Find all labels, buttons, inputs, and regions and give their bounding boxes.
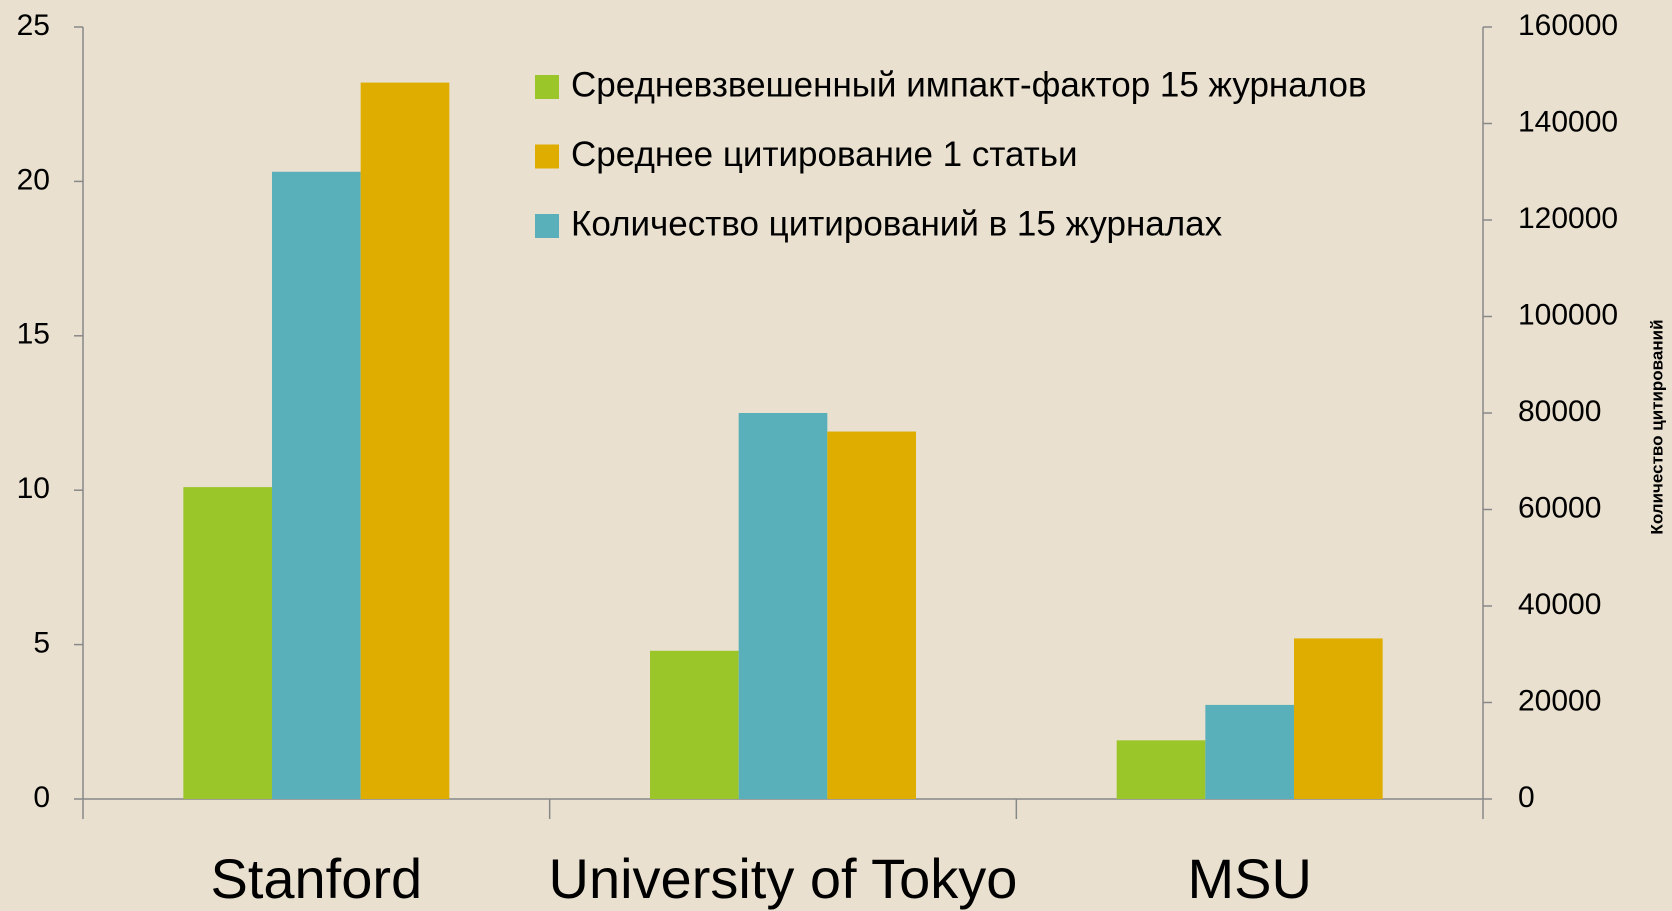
bar — [650, 650, 739, 799]
y2-tick-label: 80000 — [1518, 395, 1601, 428]
legend-swatch — [535, 75, 559, 99]
bar — [183, 487, 272, 799]
y2-tick-label: 120000 — [1518, 202, 1618, 235]
legend-label: Количество цитирований в 15 журналах — [571, 204, 1223, 243]
legend-swatch — [535, 144, 559, 169]
y2-tick-label: 40000 — [1518, 588, 1601, 621]
y-tick-label: 10 — [17, 472, 50, 505]
legend-label: Среднее цитирование 1 статьи — [571, 135, 1078, 174]
x-tick-label: University of Tokyo — [549, 847, 1018, 910]
bar — [1205, 704, 1294, 799]
y2-tick-label: 20000 — [1518, 684, 1601, 717]
y2-tick-label: 0 — [1518, 781, 1535, 814]
bar — [360, 82, 450, 800]
x-tick-label: MSU — [1187, 847, 1311, 910]
y2-tick-label: 100000 — [1518, 298, 1618, 331]
legend-label: Средневзвешенный импакт-фактор 15 журнал… — [571, 65, 1367, 104]
bar — [1294, 638, 1383, 799]
x-tick-label: Stanford — [210, 847, 422, 910]
y2-tick-label: 140000 — [1518, 105, 1618, 138]
bar — [1116, 740, 1206, 799]
legend-swatch — [535, 214, 559, 238]
bar — [827, 431, 916, 799]
y-tick-label: 5 — [33, 627, 50, 660]
bar — [272, 171, 361, 799]
y-tick-label: 15 — [17, 318, 50, 351]
y2-axis-label: Количество цитирований — [1647, 319, 1666, 534]
y2-tick-label: 160000 — [1518, 9, 1618, 42]
y-tick-label: 20 — [17, 163, 50, 196]
y-tick-label: 25 — [17, 9, 50, 42]
y-tick-label: 0 — [33, 781, 50, 814]
bar — [738, 413, 828, 799]
y2-tick-label: 60000 — [1518, 491, 1601, 524]
